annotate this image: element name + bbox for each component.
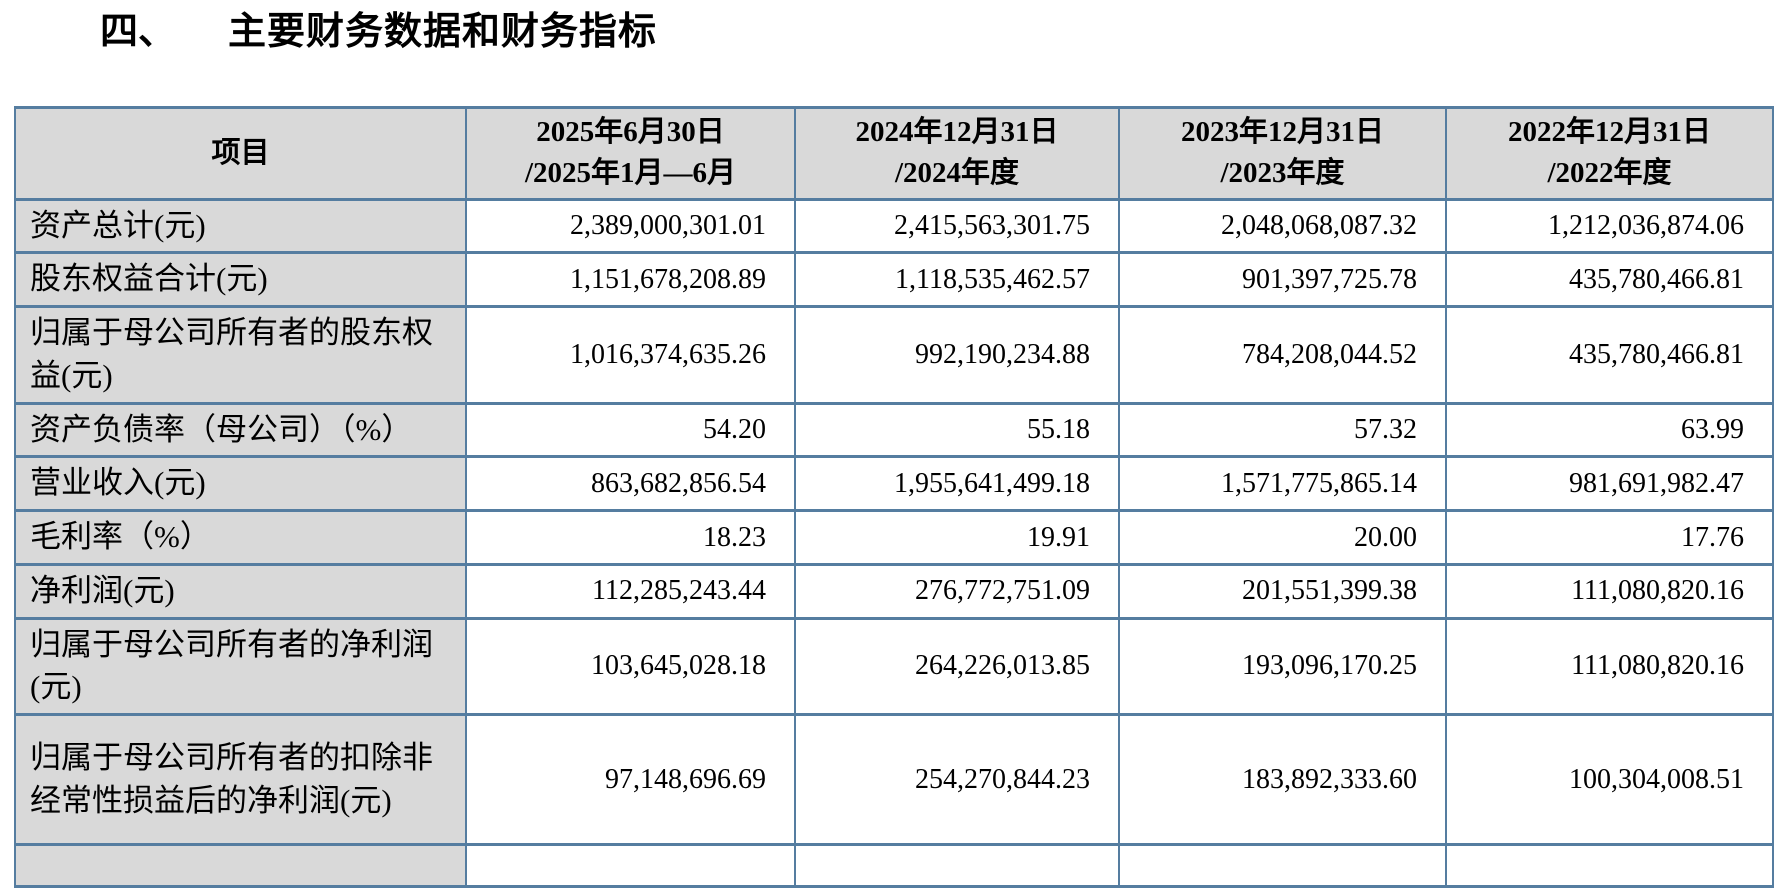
row-value: 276,772,751.09 bbox=[794, 562, 1120, 620]
row-value: 784,208,044.52 bbox=[1118, 305, 1447, 405]
header-cell-period-2024: 2024年12月31日 /2024年度 bbox=[794, 105, 1120, 201]
row-value: 97,148,696.69 bbox=[465, 713, 796, 847]
row-value: 863,682,856.54 bbox=[465, 455, 796, 513]
row-label: 毛利率（%） bbox=[14, 509, 467, 566]
section-number: 四、 bbox=[100, 11, 177, 53]
row-value: 201,551,399.38 bbox=[1118, 562, 1447, 620]
row-value: 264,226,013.85 bbox=[794, 616, 1120, 717]
row-value: 20.00 bbox=[1118, 509, 1447, 566]
row-value: 1,212,036,874.06 bbox=[1445, 197, 1774, 255]
row-value: 1,151,678,208.89 bbox=[465, 251, 796, 309]
header-cell-item: 项目 bbox=[14, 105, 467, 201]
header-cell-period-2023: 2023年12月31日 /2023年度 bbox=[1118, 105, 1447, 201]
row-value: 18.23 bbox=[465, 509, 796, 566]
row-label: 归属于母公司所有者的扣除非经常性损益后的净利润(元) bbox=[14, 713, 467, 847]
row-label: 营业收入(元) bbox=[14, 455, 467, 513]
table-row-revenue: 营业收入(元) 863,682,856.54 1,955,641,499.18 … bbox=[14, 455, 1774, 513]
section-title-text: 主要财务数据和财务指标 bbox=[228, 11, 658, 53]
row-value bbox=[1445, 843, 1774, 888]
row-value: 1,118,535,462.57 bbox=[794, 251, 1120, 309]
table-row-clipped bbox=[14, 843, 1774, 888]
row-value: 2,048,068,087.32 bbox=[1118, 197, 1447, 255]
row-value: 435,780,466.81 bbox=[1445, 251, 1774, 309]
table-row-parent-net-profit-excl-nonrecurring: 归属于母公司所有者的扣除非经常性损益后的净利润(元) 97,148,696.69… bbox=[14, 713, 1774, 847]
row-label: 资产总计(元) bbox=[14, 197, 467, 255]
row-value: 63.99 bbox=[1445, 401, 1774, 459]
row-value: 981,691,982.47 bbox=[1445, 455, 1774, 513]
header-cell-period-2025: 2025年6月30日 /2025年1月—6月 bbox=[465, 105, 796, 201]
row-value: 57.32 bbox=[1118, 401, 1447, 459]
table-row-net-profit: 净利润(元) 112,285,243.44 276,772,751.09 201… bbox=[14, 562, 1774, 620]
row-label: 资产负债率（母公司）（%） bbox=[14, 401, 467, 459]
row-label bbox=[14, 843, 467, 888]
row-value: 111,080,820.16 bbox=[1445, 562, 1774, 620]
period-date: 2022年12月31日 bbox=[1507, 115, 1711, 148]
row-value: 55.18 bbox=[794, 401, 1120, 459]
period-date: 2024年12月31日 bbox=[855, 115, 1059, 148]
period-range: /2025年1月—6月 bbox=[524, 157, 737, 190]
table-row-gross-margin: 毛利率（%） 18.23 19.91 20.00 17.76 bbox=[14, 509, 1774, 566]
table-row-total-equity: 股东权益合计(元) 1,151,678,208.89 1,118,535,462… bbox=[14, 251, 1774, 309]
table-row-debt-ratio: 资产负债率（母公司）（%） 54.20 55.18 57.32 63.99 bbox=[14, 401, 1774, 459]
financial-data-table: 项目 2025年6月30日 /2025年1月—6月 2024年12月31日 /2… bbox=[14, 105, 1774, 888]
row-value: 2,389,000,301.01 bbox=[465, 197, 796, 255]
row-value bbox=[1118, 843, 1447, 888]
period-date: 2025年6月30日 bbox=[536, 115, 725, 148]
row-value: 54.20 bbox=[465, 401, 796, 459]
row-value: 254,270,844.23 bbox=[794, 713, 1120, 847]
period-range: /2022年度 bbox=[1547, 157, 1672, 190]
row-label: 归属于母公司所有者的净利润(元) bbox=[14, 616, 467, 717]
row-value bbox=[465, 843, 796, 888]
row-label: 净利润(元) bbox=[14, 562, 467, 620]
row-label: 股东权益合计(元) bbox=[14, 251, 467, 309]
row-value: 1,955,641,499.18 bbox=[794, 455, 1120, 513]
row-value: 1,571,775,865.14 bbox=[1118, 455, 1447, 513]
period-range: /2024年度 bbox=[894, 157, 1020, 190]
row-value: 100,304,008.51 bbox=[1445, 713, 1774, 847]
table-row-total-assets: 资产总计(元) 2,389,000,301.01 2,415,563,301.7… bbox=[14, 197, 1774, 255]
row-value: 103,645,028.18 bbox=[465, 616, 796, 717]
table-row-parent-net-profit: 归属于母公司所有者的净利润(元) 103,645,028.18 264,226,… bbox=[14, 616, 1774, 717]
row-label: 归属于母公司所有者的股东权益(元) bbox=[14, 305, 467, 405]
row-value: 111,080,820.16 bbox=[1445, 616, 1774, 717]
row-value: 2,415,563,301.75 bbox=[794, 197, 1120, 255]
row-value: 17.76 bbox=[1445, 509, 1774, 566]
row-value: 1,016,374,635.26 bbox=[465, 305, 796, 405]
table-header-row: 项目 2025年6月30日 /2025年1月—6月 2024年12月31日 /2… bbox=[14, 105, 1774, 201]
row-value: 901,397,725.78 bbox=[1118, 251, 1447, 309]
period-range: /2023年度 bbox=[1220, 157, 1345, 190]
row-value: 193,096,170.25 bbox=[1118, 616, 1447, 717]
header-cell-period-2022: 2022年12月31日 /2022年度 bbox=[1445, 105, 1774, 201]
row-value bbox=[794, 843, 1120, 888]
row-value: 183,892,333.60 bbox=[1118, 713, 1447, 847]
row-value: 992,190,234.88 bbox=[794, 305, 1120, 405]
table-row-parent-equity: 归属于母公司所有者的股东权益(元) 1,016,374,635.26 992,1… bbox=[14, 305, 1774, 405]
row-value: 112,285,243.44 bbox=[465, 562, 796, 620]
page-title: 四、 主要财务数据和财务指标 bbox=[100, 10, 1780, 56]
row-value: 19.91 bbox=[794, 509, 1120, 566]
row-value: 435,780,466.81 bbox=[1445, 305, 1774, 405]
period-date: 2023年12月31日 bbox=[1180, 115, 1384, 148]
